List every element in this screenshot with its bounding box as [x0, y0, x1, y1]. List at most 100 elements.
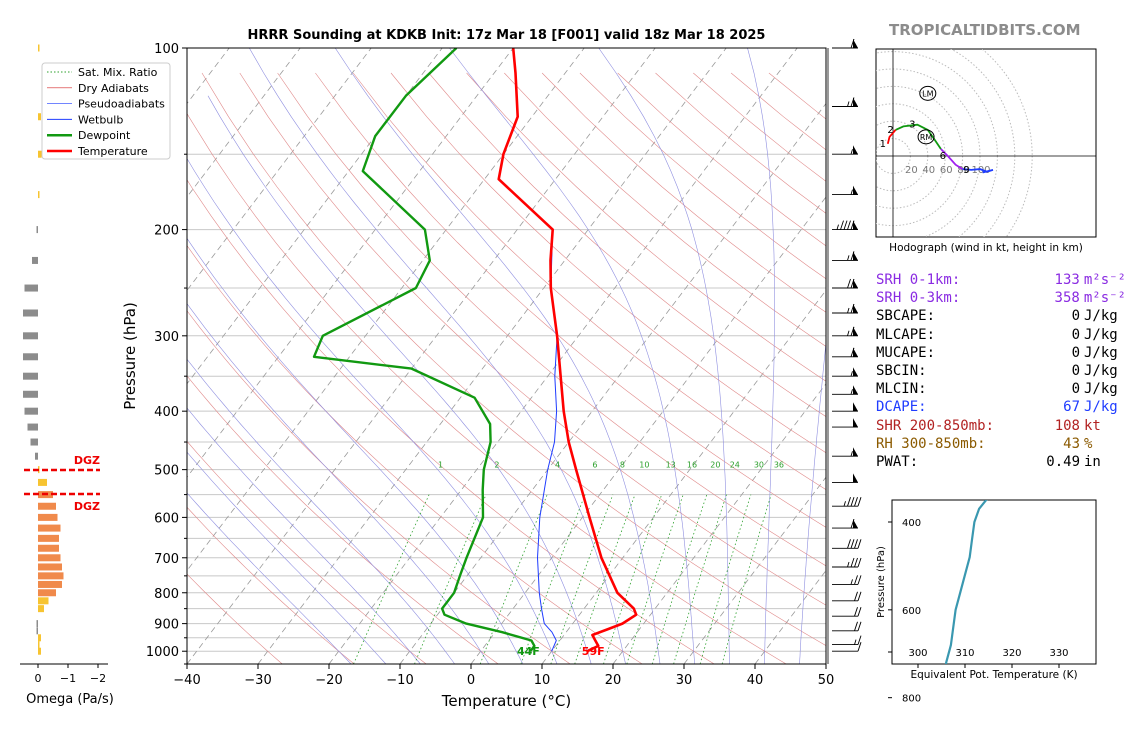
isotherm-line [328, 48, 798, 664]
pseudoadiabat [598, 48, 730, 652]
wind-barb [832, 591, 862, 602]
pseudoadiabat [187, 237, 517, 652]
theta-e-frame [891, 499, 1097, 665]
omega-bar [38, 634, 41, 642]
stat-value: 108 [1054, 417, 1080, 434]
omega-axis-label: Omega (Pa/s) [26, 692, 114, 707]
y-tick-label: 100 [154, 42, 179, 57]
stat-row: SHR 200-850mb: 108 kt [876, 417, 1126, 435]
surface-temp-label: 59F [582, 645, 605, 658]
mixing-ratio-line [479, 494, 548, 664]
hodograph-inner: 20 40 60 80 100 12 3 6 9 LM RM [876, 49, 1096, 237]
theta-e-x-tick-label: 320 [1002, 648, 1021, 659]
stat-label: RH 300-850mb: [876, 435, 986, 452]
pseudoadiabat [693, 651, 695, 664]
mixing-ratio-label: 4 [555, 461, 560, 470]
stat-row: SRH 0-1km: 133 m²s⁻² [876, 271, 1126, 289]
x-tick-label: 20 [605, 673, 622, 688]
pseudoadiabat [187, 157, 552, 652]
stat-unit: % [1084, 435, 1093, 452]
legend-box [41, 62, 171, 160]
left-mover-marker [919, 85, 937, 101]
dry-adiabat [187, 245, 643, 664]
series-temperature [497, 48, 638, 653]
mixing-ratio-label: 10 [639, 461, 649, 470]
right-mover-marker [917, 129, 935, 145]
theta-e-y-tick-label: 400 [902, 518, 921, 529]
hodograph-height-label: 9 [963, 165, 969, 176]
omega-bar [38, 44, 40, 52]
stat-label: SBCAPE: [876, 308, 936, 325]
mixing-ratio-label: 1 [438, 461, 443, 470]
omega-bar [38, 641, 40, 649]
wind-barb [832, 418, 858, 428]
dry-adiabat [504, 72, 826, 347]
hodograph-segment [895, 123, 942, 150]
pseudoadiabat [586, 651, 592, 664]
wind-barb [832, 367, 858, 377]
stat-value: 0 [1071, 308, 1080, 325]
pseudoadiabat [338, 650, 352, 664]
mixing-ratio-line [414, 494, 487, 664]
y-tick-label: 200 [154, 224, 179, 239]
hodograph-frame [875, 48, 1097, 238]
y-tick-label: 600 [154, 511, 179, 526]
omega-bar [38, 572, 64, 580]
x-tick-label: 30 [676, 673, 693, 688]
hodograph-ring-label: 100 [971, 165, 990, 176]
y-axis-label: Pressure (hPa) [121, 302, 139, 410]
hodograph-height-label: 2 [887, 125, 893, 136]
wind-barb [832, 38, 858, 49]
stat-value: 133 [1054, 272, 1080, 288]
y-tick-label: 700 [154, 552, 179, 567]
dry-adiabat [201, 72, 826, 646]
omega-tick-label: −1 [60, 672, 76, 685]
legend: Sat. Mix. Ratio Dry Adiabats Pseudoadiabat… [41, 62, 171, 160]
stat-label: MUCAPE: [876, 344, 936, 361]
pseudoadiabat [334, 48, 659, 652]
mixing-ratio-line [353, 494, 430, 664]
hodograph-segment [886, 129, 897, 145]
y-tick-label: 800 [154, 587, 179, 602]
pseudoadiabat [207, 95, 588, 652]
omega-bar [24, 284, 38, 292]
hodograph-segment [962, 168, 994, 174]
surface-dewpoint-label: 44F [517, 645, 540, 658]
x-tick-label: 0 [467, 673, 475, 688]
wind-barb [832, 251, 858, 261]
isotherm-line [187, 48, 443, 385]
left-mover-label: LM [922, 89, 933, 98]
dgz-label: DGZ [74, 500, 100, 513]
omega-bar [38, 113, 41, 121]
x-tick-label: 40 [747, 673, 764, 688]
chart-title: HRRR Sounding at KDKB Init: 17z Mar 18 [… [248, 28, 766, 43]
x-tick-label: −30 [244, 673, 271, 688]
dry-adiabat [352, 72, 826, 491]
theta-e-y-tick-label: 800 [902, 694, 921, 705]
omega-bar [38, 605, 44, 613]
stat-unit: J/kg [1084, 344, 1118, 361]
stat-value: 43 [1063, 435, 1080, 452]
stat-row: MLCAPE: 0 J/kg [876, 326, 1126, 344]
y-tick-label: 900 [154, 618, 179, 633]
omega-bar [38, 647, 41, 655]
stat-value: 0.49 [1046, 454, 1080, 471]
y-tick-label: 1000 [146, 645, 179, 660]
wind-barb [832, 402, 858, 412]
wind-barb [832, 97, 858, 107]
omega-bar [30, 438, 38, 446]
wind-barb [832, 185, 858, 196]
dry-adiabat [541, 72, 826, 313]
pseudoadiabat [409, 651, 421, 664]
theta-e-inner [944, 500, 988, 664]
stat-label: SRH 0-3km: [876, 290, 961, 307]
dgz-label: DGZ [74, 454, 100, 467]
stat-value: 358 [1054, 290, 1080, 307]
pseudoadiabat [622, 651, 626, 664]
omega-bar [38, 534, 59, 542]
stat-value: 0 [1071, 363, 1080, 380]
mixing-ratio-line [550, 494, 614, 664]
legend-label: Pseudoadiabats [78, 98, 165, 111]
theta-e-y-tick-label: 600 [902, 606, 921, 617]
